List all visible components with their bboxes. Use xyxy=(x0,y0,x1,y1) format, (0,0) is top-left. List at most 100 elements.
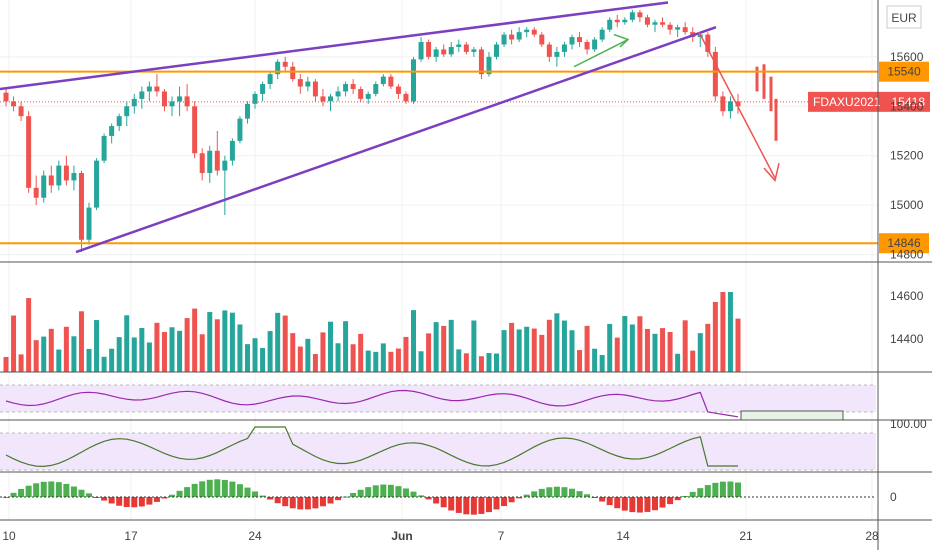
axes: 15600 15400 15200 15000 14800 14600 14400 100.0… xyxy=(2,50,927,543)
histogram-bar xyxy=(629,497,636,513)
volume-bar xyxy=(161,331,167,372)
histogram-bar xyxy=(176,490,183,497)
candle-body xyxy=(124,106,130,117)
candle-body xyxy=(373,84,379,94)
volume-bar xyxy=(207,312,213,372)
candle-body xyxy=(56,165,62,186)
level-tag xyxy=(879,233,929,254)
histogram-bar xyxy=(3,497,9,498)
volume-bar xyxy=(388,351,394,372)
candle-body xyxy=(456,44,462,47)
volume-bar xyxy=(244,344,250,372)
histogram-bar xyxy=(236,484,243,497)
green-arrowhead xyxy=(613,33,630,48)
volume-bar xyxy=(169,327,175,372)
x-tick-label: 14 xyxy=(616,529,630,543)
volume-bar xyxy=(426,333,432,372)
candle-body xyxy=(448,46,454,55)
red-arrowhead xyxy=(763,162,780,183)
histogram-bar xyxy=(719,481,726,497)
volume-bar xyxy=(607,323,613,372)
histogram-bar xyxy=(584,494,591,497)
histogram-bar xyxy=(659,497,666,508)
volume-bar xyxy=(48,328,54,372)
volume-bar xyxy=(697,333,703,372)
candle-body xyxy=(229,140,235,161)
symbol-label: FDAXU2021 xyxy=(813,95,881,109)
candle-body xyxy=(426,42,432,57)
histogram-bar xyxy=(727,481,734,497)
histogram-bar xyxy=(244,487,251,497)
histogram-bar xyxy=(735,482,741,497)
volume-bar xyxy=(260,347,266,372)
histogram-bar xyxy=(380,484,387,497)
candle-body xyxy=(290,66,296,80)
histogram-bar xyxy=(48,481,55,497)
volume-bar xyxy=(109,348,115,372)
candle-body xyxy=(343,84,349,92)
histogram-bar xyxy=(395,486,402,497)
volume-bar xyxy=(3,357,9,372)
volume-bar xyxy=(33,340,39,372)
histogram-bar xyxy=(448,497,455,511)
candle-body xyxy=(607,19,613,30)
candle-body xyxy=(667,24,673,30)
histogram-bar xyxy=(516,497,523,499)
candle-body xyxy=(305,81,311,87)
histogram-bar xyxy=(455,497,462,513)
candle-body xyxy=(131,98,137,107)
histogram-bar xyxy=(538,488,545,497)
volume-bar xyxy=(592,348,598,372)
volume-bar xyxy=(380,343,386,372)
volume-bar xyxy=(561,320,567,372)
histogram-bar xyxy=(327,497,334,504)
volume-bar xyxy=(652,333,658,372)
volume-tick-label: 14600 xyxy=(890,289,924,303)
volume-bar xyxy=(305,338,311,372)
volume-tick-label: 14400 xyxy=(890,332,924,346)
candle-body xyxy=(682,27,688,33)
histogram-bar xyxy=(221,479,228,497)
histogram-bar xyxy=(682,495,689,497)
volume-bar xyxy=(660,328,666,372)
volume-bar xyxy=(463,353,469,372)
lower-trendline xyxy=(75,26,717,254)
histogram-bar xyxy=(410,491,417,497)
red-arrow xyxy=(698,31,776,179)
price-tick-label: 15000 xyxy=(890,198,924,212)
volume-bars xyxy=(3,292,741,372)
histogram-bar xyxy=(33,483,40,497)
histogram-bar xyxy=(591,497,598,498)
volume-bar xyxy=(237,324,243,372)
histogram-bar xyxy=(523,494,530,497)
volume-bar xyxy=(350,344,356,372)
histogram-bar xyxy=(335,497,342,501)
histogram-zero-label: 0 xyxy=(890,490,897,504)
histogram-bar xyxy=(568,488,575,497)
volume-bar xyxy=(131,337,137,372)
volume-bar xyxy=(335,343,341,372)
volume-bar xyxy=(124,315,130,372)
histogram-bar xyxy=(402,488,409,497)
x-tick-label: 17 xyxy=(124,529,138,543)
histogram-bar xyxy=(463,497,470,515)
candle-body xyxy=(380,76,386,85)
candle-body xyxy=(637,12,643,18)
histogram-bar xyxy=(86,493,93,497)
green-arrow xyxy=(573,38,629,68)
histogram-bar xyxy=(40,481,47,497)
volume-bar xyxy=(146,342,152,372)
candle-body xyxy=(727,101,733,112)
candle-body xyxy=(282,61,288,67)
volume-bar xyxy=(584,325,590,372)
volume-bar xyxy=(395,348,401,372)
volume-bar xyxy=(71,336,77,372)
currency-box[interactable] xyxy=(886,5,922,29)
candle-body xyxy=(486,56,492,75)
volume-bar xyxy=(599,355,605,372)
volume-bar xyxy=(531,328,537,372)
candle-body xyxy=(675,27,681,30)
histogram-bar xyxy=(425,497,432,500)
volume-bar xyxy=(365,350,371,372)
histogram-bar xyxy=(440,497,447,508)
